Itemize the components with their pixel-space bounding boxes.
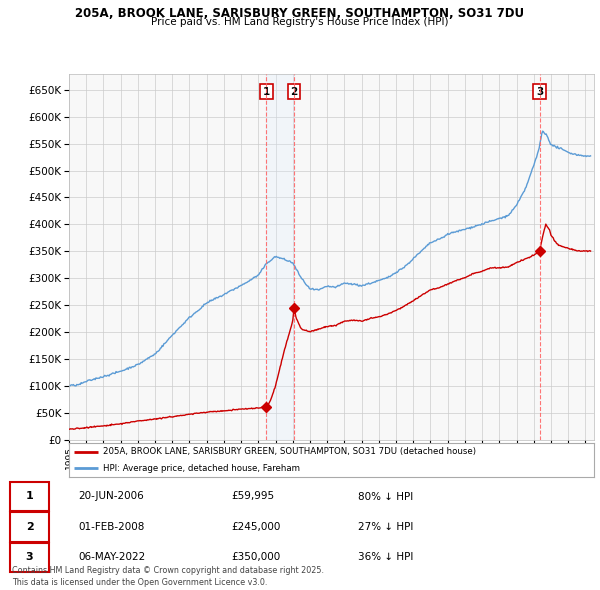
Text: 1: 1 [26,491,34,502]
Bar [266,74,294,440]
Text: Contains HM Land Registry data © Crown copyright and database right 2025.
This d: Contains HM Land Registry data © Crown c… [12,566,324,587]
Text: 205A, BROOK LANE, SARISBURY GREEN, SOUTHAMPTON, SO31 7DU: 205A, BROOK LANE, SARISBURY GREEN, SOUTH… [76,7,524,20]
Text: 27% ↓ HPI: 27% ↓ HPI [358,522,413,532]
Text: 1: 1 [263,87,270,97]
Text: 3: 3 [26,552,34,562]
Text: Price paid vs. HM Land Registry's House Price Index (HPI): Price paid vs. HM Land Registry's House … [151,17,449,27]
Text: 01-FEB-2008: 01-FEB-2008 [78,522,145,532]
Text: 3: 3 [536,87,543,97]
Text: 20-JUN-2006: 20-JUN-2006 [78,491,144,502]
FancyBboxPatch shape [10,512,49,542]
Text: 06-MAY-2022: 06-MAY-2022 [78,552,145,562]
Text: £59,995: £59,995 [231,491,274,502]
Text: £245,000: £245,000 [231,522,280,532]
Text: 80% ↓ HPI: 80% ↓ HPI [358,491,413,502]
Text: HPI: Average price, detached house, Fareham: HPI: Average price, detached house, Fare… [103,464,300,473]
FancyBboxPatch shape [10,543,49,572]
Text: £350,000: £350,000 [231,552,280,562]
Text: 205A, BROOK LANE, SARISBURY GREEN, SOUTHAMPTON, SO31 7DU (detached house): 205A, BROOK LANE, SARISBURY GREEN, SOUTH… [103,447,476,456]
FancyBboxPatch shape [10,482,49,511]
Text: 2: 2 [26,522,34,532]
Text: 36% ↓ HPI: 36% ↓ HPI [358,552,413,562]
Text: 2: 2 [290,87,298,97]
